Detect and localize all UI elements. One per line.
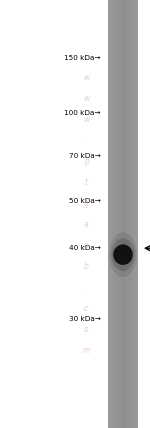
Bar xyxy=(126,0,127,428)
Bar xyxy=(117,0,118,428)
Text: p: p xyxy=(84,157,89,166)
Bar xyxy=(110,0,111,428)
Bar xyxy=(120,0,121,428)
Ellipse shape xyxy=(111,238,135,271)
Bar xyxy=(122,0,123,428)
Text: 40 kDa→: 40 kDa→ xyxy=(69,245,100,251)
Text: c: c xyxy=(84,304,88,313)
Text: 50 kDa→: 50 kDa→ xyxy=(69,198,100,204)
Bar xyxy=(112,0,113,428)
Bar xyxy=(123,0,124,428)
Text: .: . xyxy=(85,136,87,145)
Bar xyxy=(131,0,132,428)
Text: w: w xyxy=(83,115,89,124)
Text: t: t xyxy=(85,178,88,187)
Text: w: w xyxy=(83,94,89,103)
Text: a: a xyxy=(84,241,88,250)
Ellipse shape xyxy=(113,244,133,265)
Text: b: b xyxy=(84,262,89,271)
Text: g: g xyxy=(84,199,89,208)
Bar xyxy=(118,0,119,428)
Text: 70 kDa→: 70 kDa→ xyxy=(69,153,100,159)
Bar xyxy=(129,0,130,428)
Bar xyxy=(108,0,109,428)
Bar xyxy=(124,0,125,428)
Bar xyxy=(134,0,135,428)
Bar xyxy=(137,0,138,428)
Text: w: w xyxy=(83,72,89,82)
Text: o: o xyxy=(84,325,88,334)
Text: a: a xyxy=(84,220,88,229)
Bar xyxy=(121,0,122,428)
Bar xyxy=(111,0,112,428)
Bar xyxy=(125,0,126,428)
Bar xyxy=(113,0,114,428)
Bar xyxy=(133,0,134,428)
Bar xyxy=(132,0,133,428)
Ellipse shape xyxy=(109,232,137,277)
Bar xyxy=(130,0,131,428)
Bar xyxy=(114,0,115,428)
Bar xyxy=(136,0,137,428)
Bar xyxy=(128,0,129,428)
Text: m: m xyxy=(82,346,90,356)
Text: .: . xyxy=(85,283,87,292)
Bar xyxy=(127,0,128,428)
Bar xyxy=(116,0,117,428)
Bar xyxy=(115,0,116,428)
Text: 100 kDa→: 100 kDa→ xyxy=(64,110,100,116)
Bar xyxy=(119,0,120,428)
Bar xyxy=(135,0,136,428)
Text: 150 kDa→: 150 kDa→ xyxy=(64,55,100,61)
Bar xyxy=(109,0,110,428)
Text: 30 kDa→: 30 kDa→ xyxy=(69,316,100,322)
